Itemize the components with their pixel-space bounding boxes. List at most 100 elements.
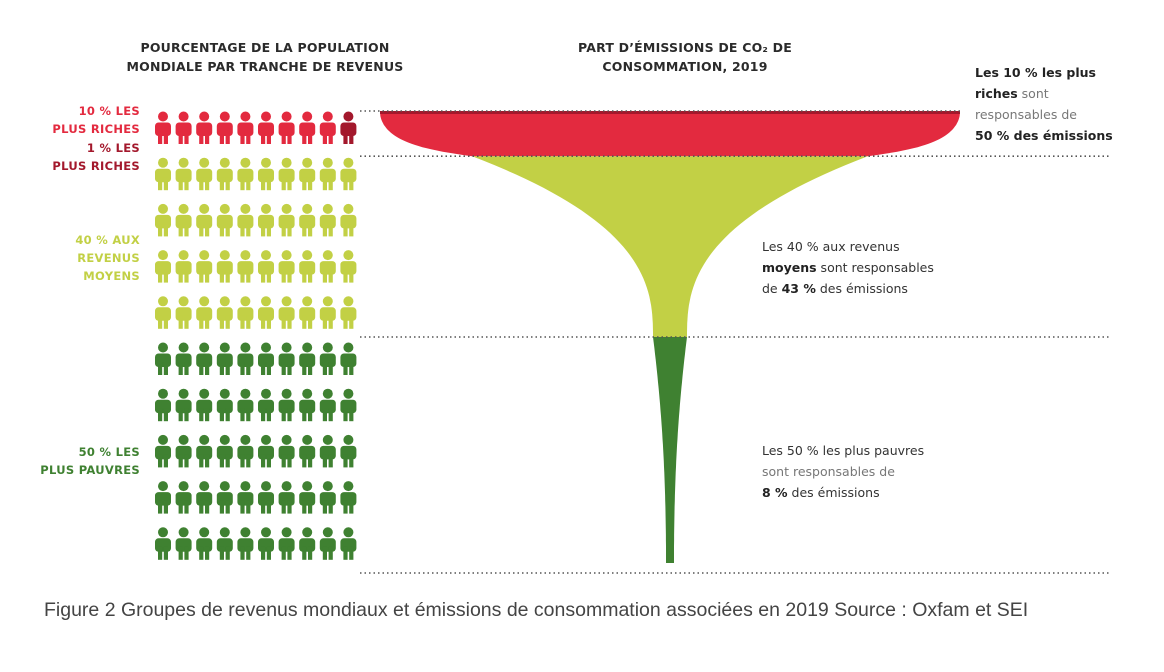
person-icon xyxy=(299,481,316,514)
person-icon xyxy=(319,203,336,237)
note-line: moyens sont responsables xyxy=(762,257,934,278)
person-icon xyxy=(237,388,254,422)
person-icon xyxy=(216,434,233,468)
person-icon xyxy=(237,203,254,237)
person-icon xyxy=(175,296,192,329)
person-icon xyxy=(175,203,192,237)
person-icon xyxy=(196,203,213,237)
person-icon xyxy=(196,388,213,422)
person-icon xyxy=(340,296,357,329)
note-segment: responsables de xyxy=(975,107,1077,122)
funnel-segment xyxy=(653,337,687,563)
person-icon xyxy=(216,296,233,329)
person-icon xyxy=(237,111,254,144)
person-icon xyxy=(258,342,274,375)
person-icon xyxy=(216,481,233,514)
person-icon xyxy=(175,342,192,375)
person-icon xyxy=(278,342,295,375)
person-icon xyxy=(155,342,171,375)
person-icon xyxy=(299,111,316,144)
person-icon xyxy=(340,342,357,375)
note-line: de 43 % des émissions xyxy=(762,278,934,299)
person-icon xyxy=(278,296,295,329)
group-label-richest-10: 10 % LES PLUS RICHES xyxy=(20,102,140,138)
group-label-richest-1: 1 % LES PLUS RICHES xyxy=(20,139,140,175)
person-icon xyxy=(175,111,192,144)
person-icon xyxy=(319,527,336,560)
person-icon xyxy=(340,527,357,560)
person-icon xyxy=(196,434,213,468)
person-icon xyxy=(175,434,192,468)
note-line: riches sont xyxy=(975,83,1113,104)
person-icon xyxy=(278,250,295,283)
person-icon xyxy=(258,203,274,237)
person-icon xyxy=(278,111,295,144)
person-icon xyxy=(216,388,233,422)
person-icon xyxy=(237,250,254,283)
group-label-line: 50 % LES xyxy=(78,445,140,459)
note-line: Les 50 % les plus pauvres xyxy=(762,440,924,461)
note-segment: riches xyxy=(975,86,1018,101)
person-icon xyxy=(258,250,274,283)
population-and-emissions-chart xyxy=(155,110,1110,574)
emissions-header-line-2: CONSOMMATION, 2019 xyxy=(602,59,768,74)
person-icon xyxy=(216,527,233,560)
person-icon xyxy=(319,111,336,144)
note-line: 8 % des émissions xyxy=(762,482,924,503)
note-line: sont responsables de xyxy=(762,461,924,482)
person-icon xyxy=(155,296,171,329)
person-icon xyxy=(340,111,357,144)
emissions-funnel xyxy=(380,111,960,563)
person-icon xyxy=(299,388,316,422)
person-icon xyxy=(237,342,254,375)
group-label-line: 10 % LES xyxy=(78,104,140,118)
funnel-segment xyxy=(472,156,868,337)
person-icon xyxy=(258,388,274,422)
note-segment: moyens xyxy=(762,260,817,275)
person-icon xyxy=(258,157,274,191)
person-icon xyxy=(196,481,213,514)
person-icon xyxy=(340,250,357,283)
note-segment: sont responsables xyxy=(816,260,934,275)
figure-caption: Figure 2 Groupes de revenus mondiaux et … xyxy=(44,599,1029,621)
person-icon xyxy=(196,111,213,144)
note-segment: des émissions xyxy=(787,485,880,500)
population-header: POURCENTAGE DE LA POPULATION MONDIALE PA… xyxy=(100,38,430,76)
person-icon xyxy=(237,481,254,514)
person-icon xyxy=(340,157,357,191)
person-icon xyxy=(299,203,316,237)
person-icon xyxy=(155,250,171,283)
person-icon xyxy=(319,434,336,468)
person-icon xyxy=(237,527,254,560)
person-icon xyxy=(258,527,274,560)
group-label-line: 40 % AUX xyxy=(75,233,140,247)
person-icon xyxy=(319,296,336,329)
population-icons xyxy=(155,111,357,560)
person-icon xyxy=(278,157,295,191)
note-segment: de xyxy=(762,281,782,296)
person-icon xyxy=(319,250,336,283)
person-icon xyxy=(196,250,213,283)
person-icon xyxy=(278,527,295,560)
person-icon xyxy=(278,203,295,237)
person-icon xyxy=(216,111,233,144)
person-icon xyxy=(258,296,274,329)
note-segment: sont xyxy=(1017,86,1049,101)
note-line: 50 % des émissions xyxy=(975,125,1113,146)
separator-lines xyxy=(360,110,1110,574)
note-richest: Les 10 % les plus riches sont responsables… xyxy=(975,62,1113,146)
person-icon xyxy=(258,434,274,468)
note-line: responsables de xyxy=(975,104,1113,125)
group-label-middle-40: 40 % AUX REVENUS MOYENS xyxy=(20,231,140,285)
person-icon xyxy=(175,250,192,283)
population-header-line-2: MONDIALE PAR TRANCHE DE REVENUS xyxy=(126,59,404,74)
person-icon xyxy=(237,296,254,329)
person-icon xyxy=(196,527,213,560)
note-segment: Les 10 % les plus xyxy=(975,65,1096,80)
person-icon xyxy=(319,481,336,514)
group-label-line: 1 % LES xyxy=(86,141,140,155)
person-icon xyxy=(299,342,316,375)
note-middle: Les 40 % aux revenus moyens sont responsa… xyxy=(762,236,934,299)
person-icon xyxy=(258,481,274,514)
person-icon xyxy=(155,527,171,560)
